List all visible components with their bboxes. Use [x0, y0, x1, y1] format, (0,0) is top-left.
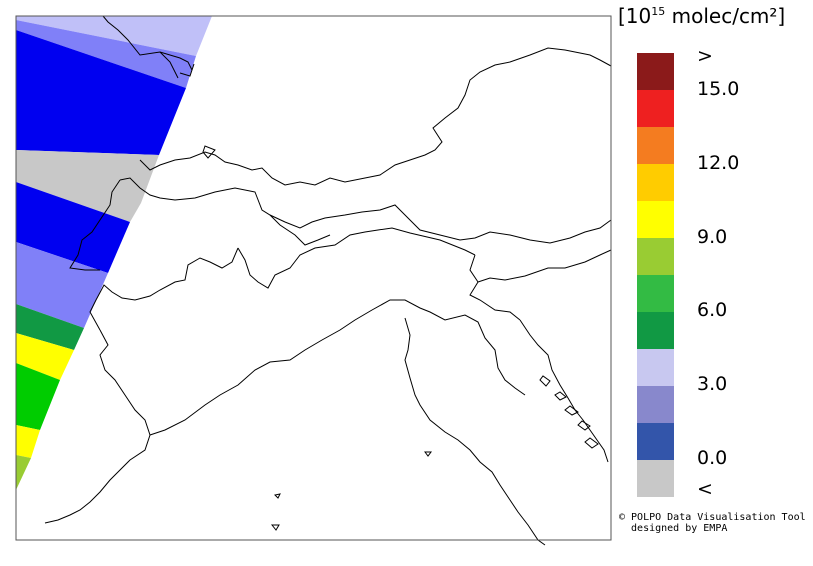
- coastline: [519, 319, 609, 463]
- border-line: [477, 249, 612, 283]
- coastline: [202, 145, 216, 159]
- border-line: [469, 254, 521, 321]
- island: [424, 451, 432, 457]
- legend-swatch: [637, 460, 674, 497]
- island: [564, 405, 579, 416]
- legend-label: 6.0: [697, 299, 728, 321]
- border-line: [237, 227, 476, 289]
- credit-text: © POLPO Data Visualisation Tool designed…: [619, 512, 806, 534]
- swath-band: [16, 242, 108, 328]
- swath-band: [16, 16, 212, 56]
- swath-band: [16, 150, 159, 222]
- satellite-swath: [16, 16, 212, 490]
- border-line: [69, 179, 121, 271]
- border-line: [139, 47, 612, 186]
- legend-swatch: [637, 127, 674, 164]
- swath-band: [16, 425, 40, 458]
- legend-label: 15.0: [697, 78, 740, 100]
- legend-swatch: [637, 53, 674, 90]
- legend-title: [1015 molec/cm²]: [618, 4, 786, 28]
- island: [273, 493, 281, 499]
- legend-swatch: [637, 238, 674, 275]
- swath-band: [16, 455, 31, 490]
- swath-band: [16, 182, 130, 273]
- swath-band: [16, 30, 186, 155]
- legend-label: 3.0: [697, 373, 728, 395]
- coastline: [404, 317, 546, 546]
- legend-label: 9.0: [697, 226, 728, 248]
- island: [270, 524, 280, 531]
- coastline: [149, 299, 526, 436]
- map-frame: [15, 15, 612, 541]
- credit-line-1: © POLPO Data Visualisation Tool: [619, 512, 806, 523]
- island: [554, 391, 567, 401]
- border-line: [102, 15, 193, 71]
- legend-label: <: [697, 478, 713, 500]
- legend-label: >: [697, 45, 713, 67]
- border-line: [179, 63, 195, 77]
- legend-swatch: [637, 349, 674, 386]
- swath-band: [16, 363, 60, 430]
- border-line: [269, 214, 331, 246]
- legend-swatch: [637, 386, 674, 423]
- island: [584, 437, 599, 449]
- legend-swatch: [637, 164, 674, 201]
- swath-band: [16, 20, 196, 88]
- border-line: [119, 177, 612, 244]
- country-borders: [44, 15, 612, 546]
- border-line: [159, 51, 179, 79]
- credit-line-2: designed by EMPA: [619, 523, 728, 534]
- island: [577, 420, 591, 431]
- legend-swatch: [637, 201, 674, 238]
- legend-swatch: [637, 423, 674, 460]
- legend-label: 12.0: [697, 152, 740, 174]
- legend-swatch: [637, 312, 674, 349]
- legend-label: 0.0: [697, 447, 728, 469]
- legend-swatch: [637, 90, 674, 127]
- legend-swatch: [637, 275, 674, 312]
- color-scale-bar: [637, 53, 674, 497]
- coastline: [44, 329, 151, 524]
- swath-band: [16, 304, 84, 350]
- border-line: [89, 247, 239, 331]
- island: [539, 375, 551, 387]
- swath-band: [16, 333, 74, 380]
